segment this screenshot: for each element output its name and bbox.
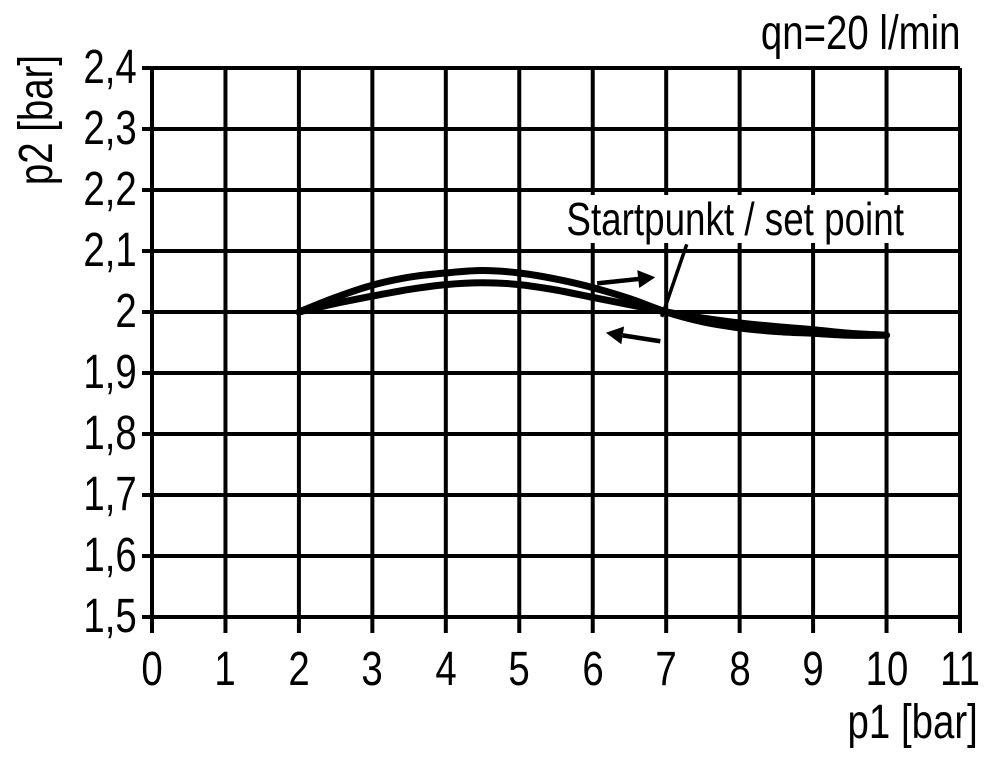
x-tick-label: 3 [361,643,384,696]
x-tick-label: 9 [802,643,824,696]
x-tick-label: 2 [288,643,310,696]
direction-arrow-shaft-left [622,333,661,344]
x-tick-label: 7 [655,643,677,696]
y-tick-label: 1,8 [83,407,137,460]
direction-arrow-head-left [605,326,625,345]
x-axis-title: p1 [bar] [847,696,978,749]
y-tick-label: 2,1 [83,224,137,277]
y-axis-title: p2 [bar] [10,54,63,186]
x-tick-label: 10 [865,643,908,696]
y-tick-label: 2,2 [83,163,137,216]
hysteresis-curve-branch-outer [295,266,890,339]
x-tick-label: 11 [940,643,980,696]
x-tick-label: 4 [435,643,457,696]
y-tick-label: 2,3 [83,102,137,155]
x-tick-label: 8 [728,643,751,696]
y-tick-label: 2 [115,285,137,338]
setpoint-annotation: Startpunkt / set point [560,195,911,243]
flow-rate-annotation: qn=20 l/min [760,7,960,60]
direction-arrow-shaft-right [596,276,639,286]
direction-arrow-head-right [637,270,656,288]
setpoint-leader-line [660,243,689,318]
y-tick-label: 1,5 [83,590,137,643]
x-tick-label: 0 [141,643,163,696]
x-tick-label: 1 [214,643,237,696]
y-tick-label: 1,9 [83,346,137,399]
y-tick-label: 1,6 [83,529,137,582]
hysteresis-curve-branch-inner [295,279,890,339]
x-tick-label: 6 [582,643,604,696]
y-tick-label: 1,7 [83,468,137,521]
y-tick-label: 2,4 [83,41,137,94]
x-tick-label: 5 [508,643,530,696]
